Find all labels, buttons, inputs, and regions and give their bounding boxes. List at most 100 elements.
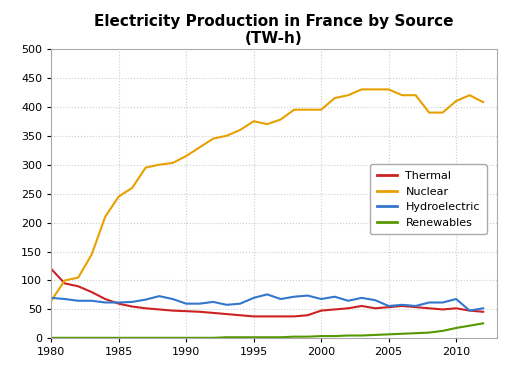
Nuclear xyxy=(210,136,216,141)
Nuclear xyxy=(61,278,68,283)
Thermal xyxy=(399,304,405,308)
Nuclear xyxy=(48,299,54,303)
Hydroelectric xyxy=(332,294,338,299)
Hydroelectric xyxy=(345,299,351,303)
Renewables xyxy=(237,335,243,340)
Nuclear xyxy=(116,194,122,199)
Thermal xyxy=(237,313,243,317)
Thermal xyxy=(466,308,473,313)
Nuclear xyxy=(250,119,257,124)
Hydroelectric xyxy=(372,298,378,302)
Nuclear xyxy=(332,96,338,100)
Nuclear xyxy=(264,122,270,126)
Nuclear xyxy=(89,252,95,257)
Hydroelectric xyxy=(453,297,459,301)
Hydroelectric xyxy=(386,304,392,308)
Hydroelectric xyxy=(480,306,486,311)
Nuclear xyxy=(318,108,324,112)
Nuclear xyxy=(345,93,351,97)
Thermal xyxy=(413,305,419,309)
Renewables xyxy=(75,335,81,340)
Renewables xyxy=(399,332,405,336)
Nuclear xyxy=(440,110,446,115)
Renewables xyxy=(291,334,297,339)
Thermal xyxy=(345,306,351,311)
Thermal xyxy=(61,281,68,286)
Thermal xyxy=(169,308,176,313)
Renewables xyxy=(48,335,54,340)
Renewables xyxy=(143,335,149,340)
Hydroelectric xyxy=(237,302,243,306)
Thermal xyxy=(358,304,365,308)
Thermal xyxy=(183,309,189,314)
Hydroelectric xyxy=(210,300,216,304)
Hydroelectric xyxy=(358,296,365,300)
Renewables xyxy=(358,333,365,338)
Thermal xyxy=(264,314,270,318)
Hydroelectric xyxy=(440,300,446,305)
Nuclear xyxy=(224,133,230,138)
Hydroelectric xyxy=(102,300,108,305)
Renewables xyxy=(332,334,338,338)
Renewables xyxy=(426,331,432,335)
Hydroelectric xyxy=(48,296,54,300)
Hydroelectric xyxy=(413,304,419,308)
Hydroelectric xyxy=(399,303,405,307)
Thermal xyxy=(75,284,81,288)
Nuclear xyxy=(197,145,203,150)
Nuclear xyxy=(143,165,149,170)
Thermal xyxy=(250,314,257,318)
Nuclear xyxy=(129,186,135,190)
Line: Renewables: Renewables xyxy=(51,323,483,338)
Thermal xyxy=(143,306,149,311)
Thermal xyxy=(210,311,216,315)
Thermal xyxy=(156,307,162,312)
Renewables xyxy=(345,333,351,338)
Hydroelectric xyxy=(61,297,68,301)
Thermal xyxy=(224,312,230,316)
Hydroelectric xyxy=(291,294,297,299)
Nuclear xyxy=(305,108,311,112)
Renewables xyxy=(210,335,216,340)
Thermal xyxy=(102,297,108,301)
Nuclear xyxy=(291,108,297,112)
Renewables xyxy=(61,335,68,340)
Hydroelectric xyxy=(318,297,324,301)
Thermal xyxy=(89,290,95,294)
Nuclear xyxy=(156,162,162,167)
Line: Thermal: Thermal xyxy=(51,269,483,316)
Nuclear xyxy=(426,110,432,115)
Thermal xyxy=(480,309,486,314)
Hydroelectric xyxy=(264,292,270,297)
Hydroelectric xyxy=(116,300,122,305)
Nuclear xyxy=(358,87,365,92)
Thermal xyxy=(129,304,135,309)
Thermal xyxy=(305,313,311,317)
Renewables xyxy=(372,333,378,337)
Renewables xyxy=(89,335,95,340)
Renewables xyxy=(224,335,230,340)
Renewables xyxy=(413,331,419,335)
Nuclear xyxy=(453,99,459,103)
Nuclear xyxy=(278,117,284,122)
Thermal xyxy=(116,302,122,306)
Thermal xyxy=(278,314,284,318)
Renewables xyxy=(386,332,392,337)
Renewables xyxy=(264,335,270,340)
Hydroelectric xyxy=(305,293,311,298)
Renewables xyxy=(129,335,135,340)
Thermal xyxy=(332,307,338,312)
Hydroelectric xyxy=(129,300,135,304)
Hydroelectric xyxy=(169,297,176,301)
Hydroelectric xyxy=(278,297,284,301)
Nuclear xyxy=(413,93,419,97)
Legend: Thermal, Nuclear, Hydroelectric, Renewables: Thermal, Nuclear, Hydroelectric, Renewab… xyxy=(370,164,486,235)
Hydroelectric xyxy=(224,303,230,307)
Line: Nuclear: Nuclear xyxy=(51,89,483,301)
Nuclear xyxy=(480,100,486,105)
Renewables xyxy=(116,335,122,340)
Hydroelectric xyxy=(197,302,203,306)
Renewables xyxy=(250,335,257,340)
Nuclear xyxy=(237,128,243,132)
Renewables xyxy=(197,335,203,340)
